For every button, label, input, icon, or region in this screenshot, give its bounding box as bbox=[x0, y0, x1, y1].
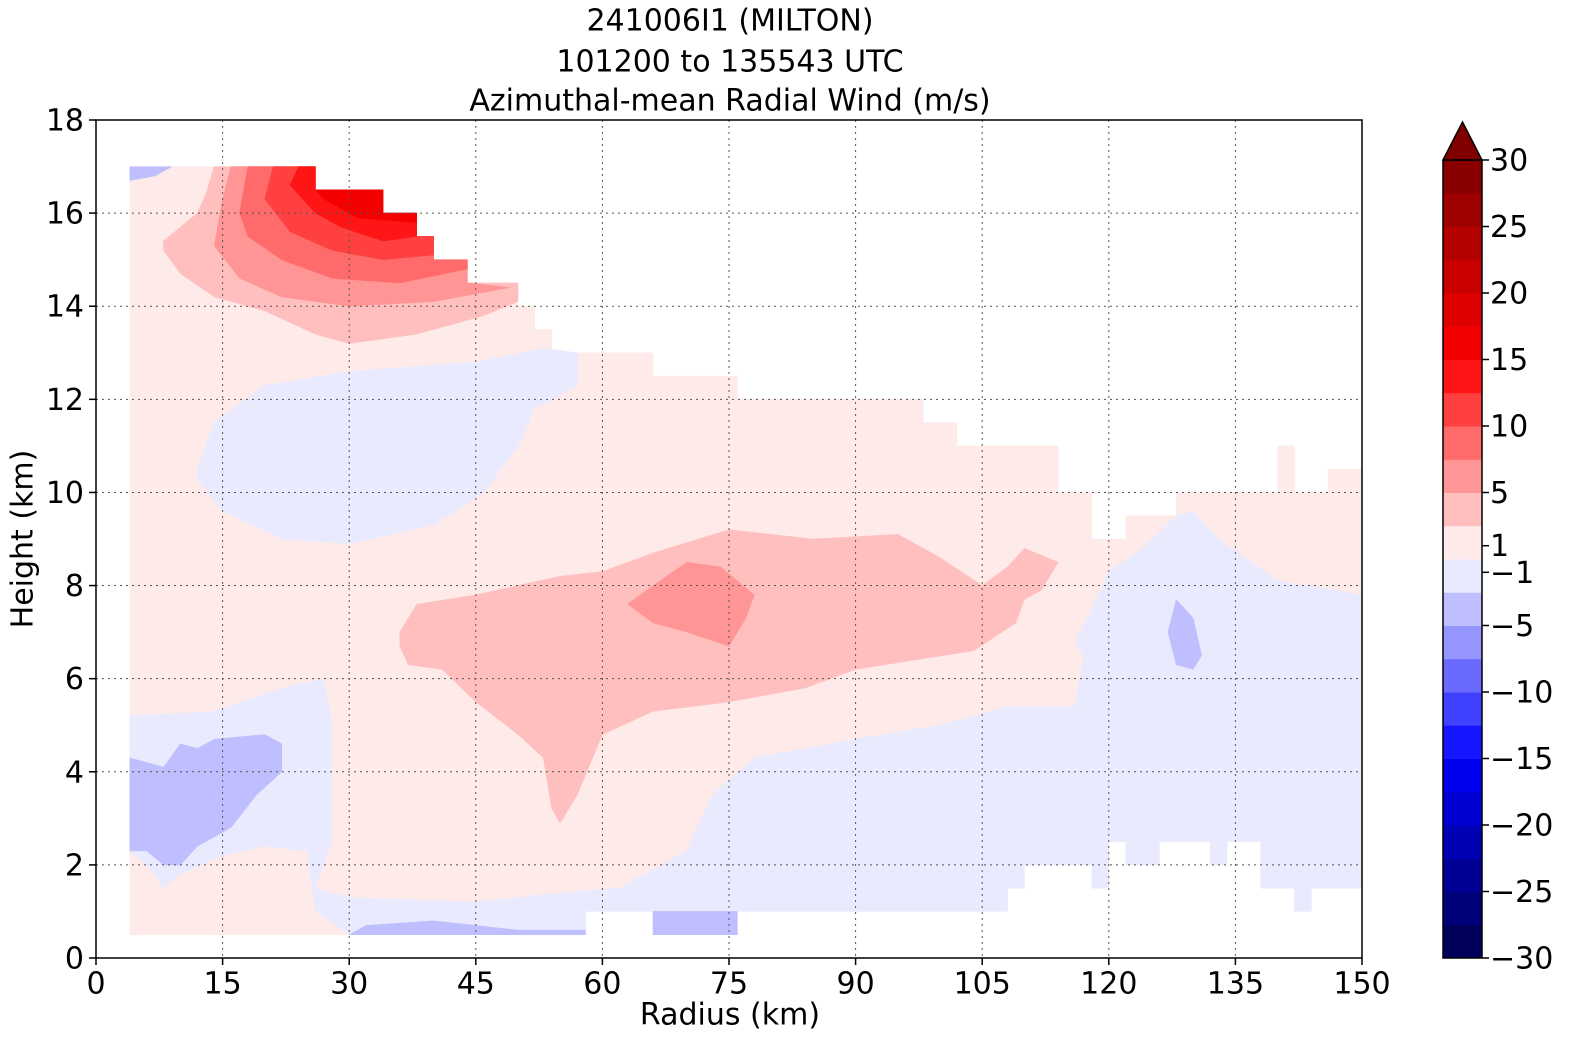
x-tick-label: 60 bbox=[583, 967, 621, 1002]
x-tick-label: 150 bbox=[1333, 967, 1390, 1002]
y-tick-label: 14 bbox=[46, 290, 84, 325]
colorbar-tick-label: −1 bbox=[1490, 556, 1534, 591]
colorbar-tick-label: 5 bbox=[1490, 476, 1509, 511]
y-tick-label: 12 bbox=[46, 383, 84, 418]
x-tick-label: 75 bbox=[710, 967, 748, 1002]
y-tick-label: 0 bbox=[65, 942, 84, 977]
colorbar-tick-label: 10 bbox=[1490, 410, 1528, 445]
x-tick-label: 120 bbox=[1080, 967, 1137, 1002]
contour-region bbox=[129, 166, 173, 181]
y-tick-label: 18 bbox=[46, 104, 84, 139]
chart-subtitle: 101200 to 135543 UTC bbox=[556, 45, 903, 80]
contour-region bbox=[197, 347, 578, 544]
colorbar-band bbox=[1443, 293, 1482, 327]
colorbar-band bbox=[1443, 791, 1482, 826]
x-tick-label: 135 bbox=[1207, 967, 1264, 1002]
colorbar-band bbox=[1443, 326, 1482, 360]
colorbar-band bbox=[1443, 359, 1482, 394]
contour-region bbox=[1167, 598, 1202, 670]
contour-region bbox=[349, 920, 586, 935]
colorbar-band bbox=[1443, 426, 1482, 460]
contour-fills bbox=[129, 166, 1363, 935]
colorbar-band bbox=[1443, 193, 1482, 227]
x-tick-label: 15 bbox=[204, 967, 242, 1002]
colorbar-band bbox=[1443, 160, 1482, 194]
y-tick-label: 4 bbox=[65, 755, 84, 790]
x-tick-label: 105 bbox=[954, 967, 1011, 1002]
y-tick-label: 2 bbox=[65, 848, 84, 883]
y-tick-label: 6 bbox=[65, 662, 84, 697]
colorbar-band bbox=[1443, 758, 1482, 793]
contour-region bbox=[399, 529, 1059, 824]
colorbar-tick-label: 1 bbox=[1490, 529, 1509, 564]
chart-title: 241006I1 (MILTON) bbox=[586, 4, 873, 39]
colorbar-tick-label: −10 bbox=[1490, 676, 1553, 711]
contour-region bbox=[314, 189, 417, 223]
colorbar-band bbox=[1443, 858, 1482, 892]
y-tick-label: 8 bbox=[65, 569, 84, 604]
y-axis-label: Height (km) bbox=[6, 450, 41, 629]
contour-region bbox=[627, 562, 755, 647]
colorbar-tick-label: −25 bbox=[1490, 875, 1553, 910]
contour-region bbox=[129, 734, 282, 866]
colorbar-tick-label: −5 bbox=[1490, 609, 1534, 644]
colorbar-band bbox=[1443, 658, 1482, 693]
axes: 0 15 30 45 60 75 90 105 120 135 150024681012141618… bbox=[46, 104, 1554, 1002]
colorbar-band bbox=[1443, 625, 1482, 660]
colorbar-tick-label: −30 bbox=[1490, 942, 1553, 977]
colorbar-band bbox=[1443, 725, 1482, 759]
colorbar-band bbox=[1443, 924, 1482, 959]
x-tick-label: 30 bbox=[330, 967, 368, 1002]
colorbar-tick-label: 25 bbox=[1490, 210, 1528, 245]
colorbar-band bbox=[1443, 525, 1482, 560]
colorbar-band bbox=[1443, 392, 1482, 427]
colorbar-extend bbox=[1441, 120, 1484, 161]
chart-subtitle: Azimuthal-mean Radial Wind (m/s) bbox=[469, 84, 990, 119]
y-tick-label: 10 bbox=[46, 476, 84, 511]
plot-frame bbox=[95, 119, 1363, 959]
colorbar-band bbox=[1443, 891, 1482, 926]
contour-region bbox=[652, 911, 738, 935]
colorbar-band bbox=[1443, 592, 1482, 626]
colorbar-band bbox=[1443, 459, 1482, 493]
colorbar-tick-label: 30 bbox=[1490, 144, 1528, 179]
colorbar-tick-label: 20 bbox=[1490, 277, 1528, 312]
x-axis-label: Radius (km) bbox=[640, 998, 820, 1033]
colorbar-band bbox=[1443, 825, 1482, 859]
colorbar-frame bbox=[1442, 159, 1483, 959]
colorbar-tick-label: 15 bbox=[1490, 343, 1528, 378]
colorbar-band bbox=[1443, 692, 1482, 726]
x-tick-label: 90 bbox=[837, 967, 875, 1002]
x-tick-label: 45 bbox=[457, 967, 495, 1002]
colorbar-tick-label: −15 bbox=[1490, 742, 1553, 777]
colorbar-band bbox=[1443, 492, 1482, 527]
contour-region bbox=[129, 510, 1363, 935]
x-tick-label: 0 bbox=[86, 967, 105, 1002]
colorbar-band bbox=[1443, 259, 1482, 294]
colorbar-band bbox=[1443, 559, 1482, 593]
colorbar-band bbox=[1443, 226, 1482, 261]
y-tick-label: 16 bbox=[46, 197, 84, 232]
colorbar-tick-label: −20 bbox=[1490, 809, 1553, 844]
